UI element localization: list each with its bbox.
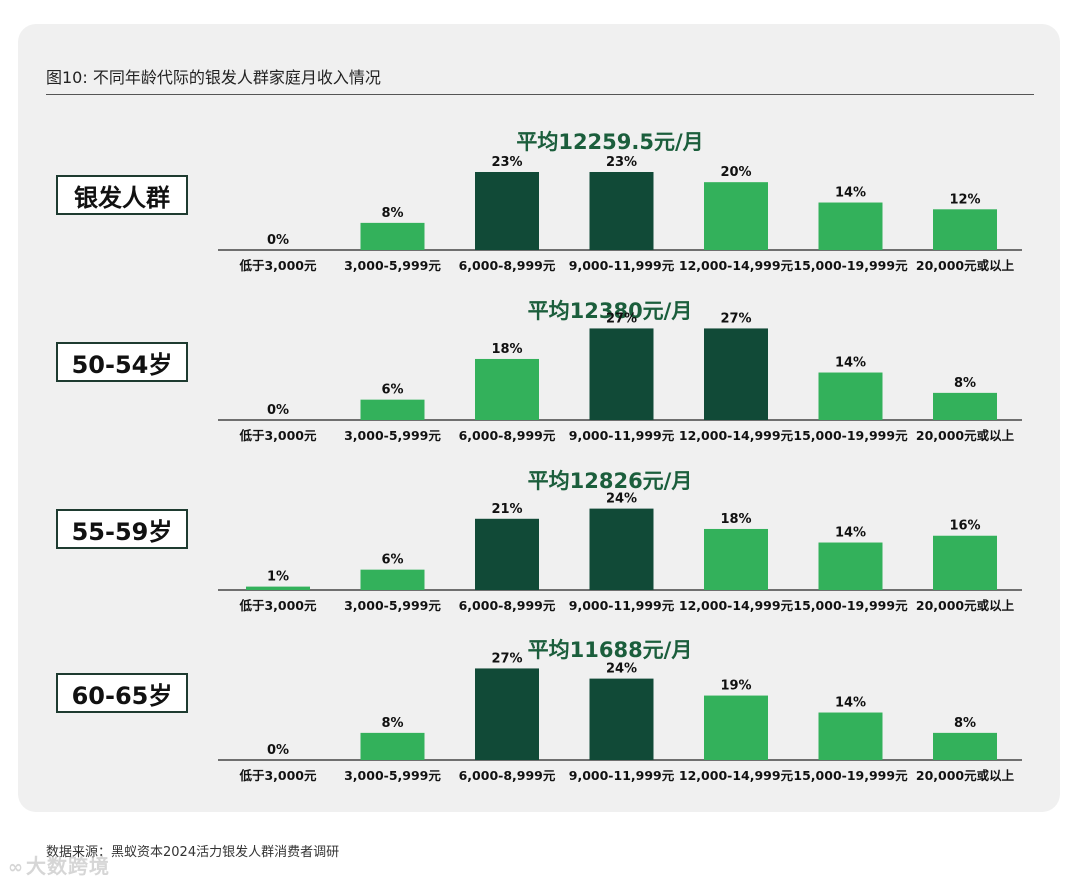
data-label: 8% <box>954 716 976 731</box>
infinity-icon: ∞ <box>8 857 24 878</box>
category-tick-label: 低于3,000元 <box>238 598 317 613</box>
data-label: 0% <box>267 403 289 418</box>
category-tick-label: 12,000-14,999元 <box>679 598 794 613</box>
bar <box>360 569 425 590</box>
bar <box>475 358 539 420</box>
category-tick-label: 9,000-11,999元 <box>569 258 675 273</box>
data-label: 20% <box>720 165 751 180</box>
category-tick-label: 6,000-8,999元 <box>459 598 556 613</box>
group-label-55-59: 55-59岁 <box>56 509 188 549</box>
data-label: 1% <box>267 570 289 585</box>
bar <box>360 222 425 250</box>
data-label: 21% <box>491 502 522 517</box>
category-tick-label: 9,000-11,999元 <box>569 598 675 613</box>
category-tick-label: 低于3,000元 <box>238 768 317 783</box>
category-tick-label: 12,000-14,999元 <box>679 428 794 443</box>
category-tick-label: 12,000-14,999元 <box>679 258 794 273</box>
bar <box>589 328 654 420</box>
watermark: ∞ 大数跨境 <box>8 850 110 879</box>
bar <box>933 732 997 760</box>
bar <box>818 712 883 760</box>
data-label: 23% <box>491 155 522 170</box>
group-label-60-65: 60-65岁 <box>56 673 188 713</box>
category-tick-label: 15,000-19,999元 <box>793 428 908 443</box>
category-tick-label: 15,000-19,999元 <box>793 768 908 783</box>
category-tick-label: 15,000-19,999元 <box>793 598 908 613</box>
category-tick-label: 15,000-19,999元 <box>793 258 908 273</box>
category-tick-label: 3,000-5,999元 <box>344 428 441 443</box>
watermark-text: 大数跨境 <box>26 854 110 878</box>
data-label: 16% <box>949 519 980 534</box>
category-tick-label: 20,000元或以上 <box>916 428 1015 443</box>
title-divider <box>46 94 1034 95</box>
data-label: 27% <box>606 311 637 326</box>
data-label: 6% <box>381 553 403 568</box>
data-label: 0% <box>267 743 289 758</box>
category-tick-label: 低于3,000元 <box>238 258 317 273</box>
bar <box>933 535 997 590</box>
category-tick-label: 20,000元或以上 <box>916 258 1015 273</box>
data-label: 14% <box>835 186 866 201</box>
category-tick-label: 3,000-5,999元 <box>344 258 441 273</box>
bar <box>933 209 997 250</box>
category-tick-label: 6,000-8,999元 <box>459 428 556 443</box>
data-label: 14% <box>835 696 866 711</box>
data-label: 24% <box>606 492 637 507</box>
data-label: 8% <box>381 716 403 731</box>
bar <box>589 172 654 250</box>
data-label: 8% <box>954 376 976 391</box>
average-label-all: 平均12259.5元/月 <box>516 130 704 154</box>
bar <box>704 328 768 420</box>
average-label-60-65: 平均11688元/月 <box>527 638 693 662</box>
category-tick-label: 12,000-14,999元 <box>679 768 794 783</box>
data-label: 12% <box>949 192 980 207</box>
bar <box>589 678 654 760</box>
category-tick-label: 9,000-11,999元 <box>569 428 675 443</box>
bar <box>704 695 768 760</box>
data-label: 0% <box>267 233 289 248</box>
average-label-55-59: 平均12826元/月 <box>527 469 693 493</box>
bar <box>360 732 425 760</box>
bar <box>818 542 883 590</box>
source-note: 数据来源：黑蚁资本2024活力银发人群消费者调研 <box>46 845 340 860</box>
bar <box>933 392 997 420</box>
data-label: 18% <box>491 342 522 357</box>
figure-title: 图10: 不同年龄代际的银发人群家庭月收入情况 <box>46 68 381 87</box>
average-label-50-54: 平均12380元/月 <box>527 299 693 323</box>
category-tick-label: 9,000-11,999元 <box>569 768 675 783</box>
data-label: 18% <box>720 512 751 527</box>
category-tick-label: 3,000-5,999元 <box>344 768 441 783</box>
category-tick-label: 20,000元或以上 <box>916 768 1015 783</box>
data-label: 8% <box>381 206 403 221</box>
group-label-50-54: 50-54岁 <box>56 342 188 382</box>
bar <box>475 668 539 760</box>
data-label: 24% <box>606 662 637 677</box>
bar <box>246 586 310 590</box>
data-label: 27% <box>491 651 522 666</box>
bar <box>704 528 768 590</box>
category-tick-label: 6,000-8,999元 <box>459 768 556 783</box>
bar <box>589 508 654 590</box>
category-tick-label: 3,000-5,999元 <box>344 598 441 613</box>
bar <box>360 399 425 420</box>
group-label-all: 银发人群 <box>56 175 188 215</box>
bar <box>475 518 539 590</box>
bar <box>475 172 539 250</box>
data-label: 14% <box>835 356 866 371</box>
category-tick-label: 低于3,000元 <box>238 428 317 443</box>
data-label: 23% <box>606 155 637 170</box>
data-label: 19% <box>720 679 751 694</box>
bar <box>818 202 883 250</box>
bar <box>818 372 883 420</box>
data-label: 6% <box>381 383 403 398</box>
bar <box>704 182 768 250</box>
category-tick-label: 6,000-8,999元 <box>459 258 556 273</box>
data-label: 14% <box>835 526 866 541</box>
category-tick-label: 20,000元或以上 <box>916 598 1015 613</box>
data-label: 27% <box>720 311 751 326</box>
